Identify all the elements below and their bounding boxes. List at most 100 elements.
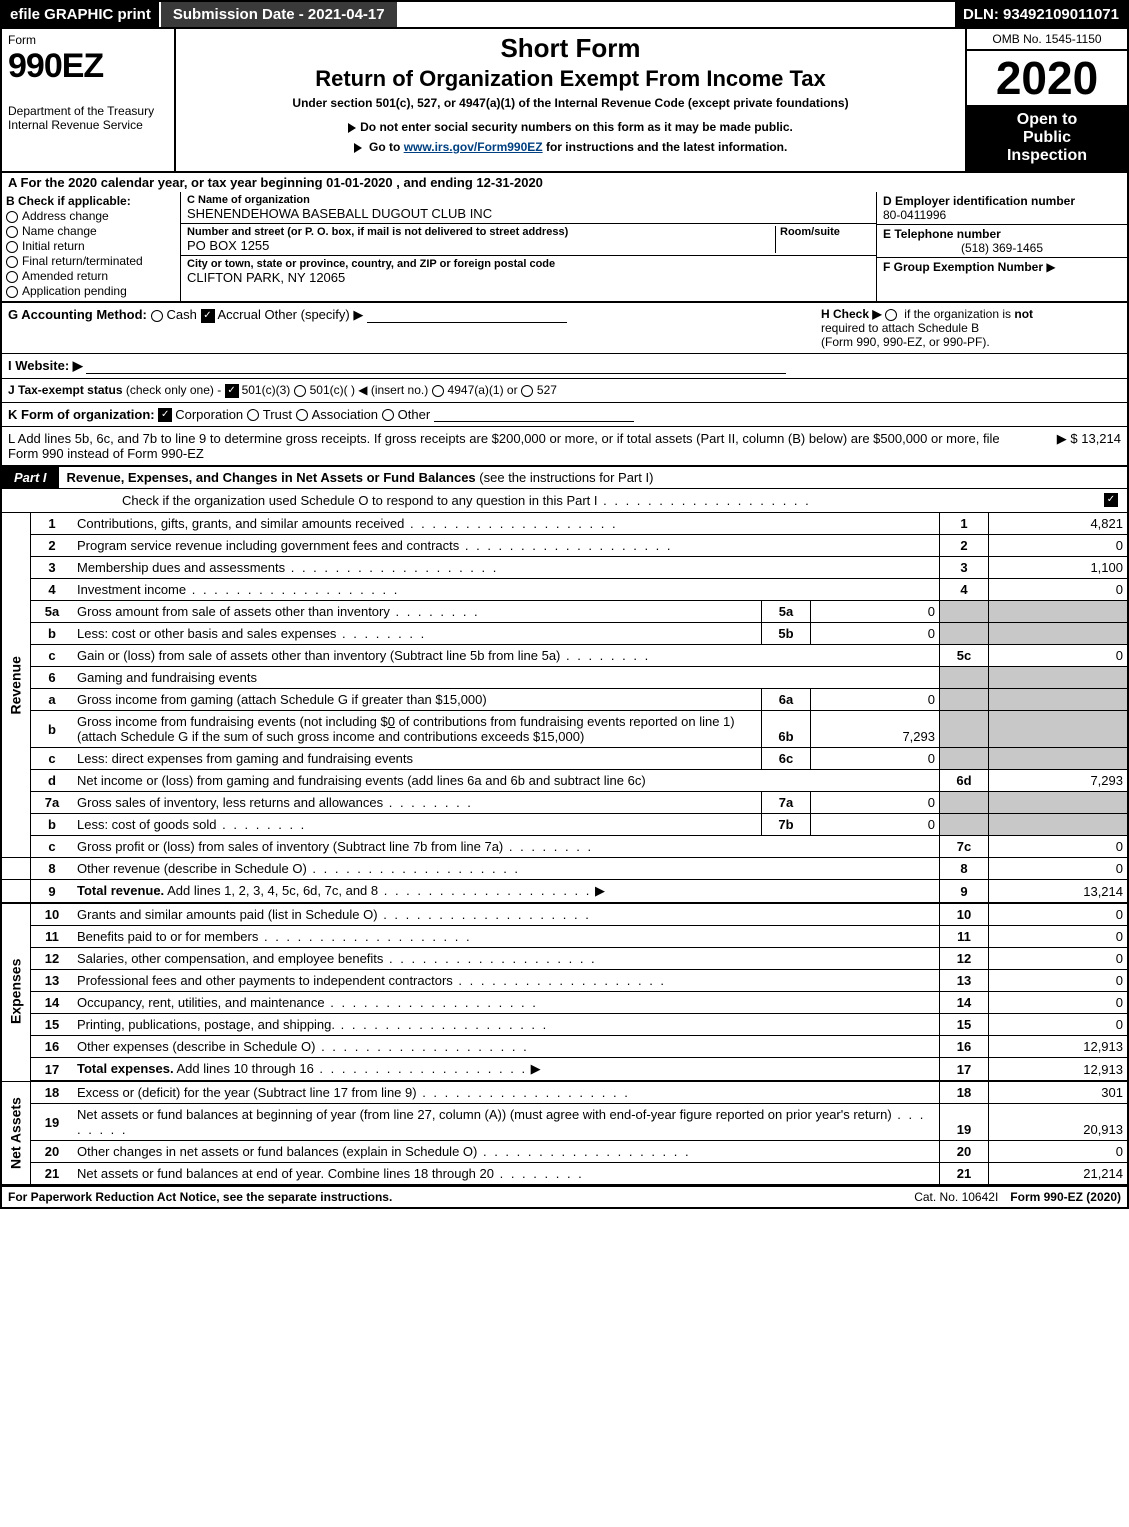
line-desc: Professional fees and other payments to … [73,970,940,992]
sub-box: 7a [762,792,811,814]
part1-check-line: Check if the organization used Schedule … [0,489,1129,513]
group-exemption-label: F Group Exemption Number [883,260,1043,274]
box-def: D Employer identification number 80-0411… [876,192,1127,301]
open-line2: Public [967,129,1127,147]
line-l: L Add lines 5b, 6c, and 7b to line 9 to … [0,427,1129,467]
501c3-checkbox[interactable]: ✓ [225,384,239,398]
line-num: 6 [31,667,74,689]
527-radio[interactable] [521,385,533,397]
shade-val [989,748,1129,770]
row-6d: d Net income or (loss) from gaming and f… [1,770,1128,792]
open-line3: Inspection [967,147,1127,165]
row-7c: c Gross profit or (loss) from sales of i… [1,836,1128,858]
info-box: B Check if applicable: Address change Na… [0,192,1129,303]
row-6b: b Gross income from fundraising events (… [1,711,1128,748]
line-j: J Tax-exempt status (check only one) - ✓… [0,379,1129,403]
line-desc: Program service revenue including govern… [73,535,940,557]
sub-box: 7b [762,814,811,836]
box-b-title: B Check if applicable: [6,194,176,208]
sub-value: 0 [811,792,940,814]
line-desc: Gross profit or (loss) from sales of inv… [73,836,940,858]
chk-amended-return[interactable]: Amended return [6,269,176,283]
irs-link[interactable]: www.irs.gov/Form990EZ [404,140,543,154]
line-num: 4 [31,579,74,601]
chk-address-change[interactable]: Address change [6,209,176,223]
cat-no: Cat. No. 10642I [908,1187,1004,1207]
line-value: 301 [989,1081,1129,1104]
h-checkbox[interactable] [885,309,897,321]
association-radio[interactable] [296,409,308,421]
501c-label: 501(c)( ) [310,383,355,397]
line-desc: Less: cost or other basis and sales expe… [73,623,762,645]
line-desc: Net assets or fund balances at beginning… [73,1104,940,1141]
phone-value: (518) 369-1465 [883,241,1121,255]
corporation-checkbox[interactable]: ✓ [158,408,172,422]
line-desc: Occupancy, rent, utilities, and maintena… [73,992,940,1014]
row-6: 6 Gaming and fundraising events [1,667,1128,689]
line-desc: Membership dues and assessments [73,557,940,579]
line-box: 5c [940,645,989,667]
sub-value: 0 [811,623,940,645]
header-left: Form 990EZ Department of the Treasury In… [2,29,176,171]
under-section: Under section 501(c), 527, or 4947(a)(1)… [184,96,957,110]
chk-initial-return[interactable]: Initial return [6,239,176,253]
sub-box: 6a [762,689,811,711]
line-desc: Net income or (loss) from gaming and fun… [73,770,940,792]
line-desc: Gross income from gaming (attach Schedul… [73,689,762,711]
row-1: Revenue 1 Contributions, gifts, grants, … [1,513,1128,535]
501c3-label: 501(c)(3) [242,383,291,397]
line-l-value: ▶ $ 13,214 [1001,431,1121,461]
line-num: 7a [31,792,74,814]
other-org-radio[interactable] [382,409,394,421]
line-num: 19 [31,1104,74,1141]
schedule-o-checkbox[interactable]: ✓ [1104,493,1118,507]
row-8: 8 Other revenue (describe in Schedule O)… [1,858,1128,880]
line-value: 0 [989,970,1129,992]
line-desc: Excess or (deficit) for the year (Subtra… [73,1081,940,1104]
triangle-icon [348,123,356,133]
header-right: OMB No. 1545-1150 2020 Open to Public In… [965,29,1127,171]
line-box: 4 [940,579,989,601]
h-text3: required to attach Schedule B [821,321,979,335]
schedule-o-check-text: Check if the organization used Schedule … [122,493,1104,508]
line-box: 14 [940,992,989,1014]
room-label: Room/suite [780,226,870,238]
4947-radio[interactable] [432,385,444,397]
line-value: 0 [989,948,1129,970]
chk-application-pending[interactable]: Application pending [6,284,176,298]
line-box: 15 [940,1014,989,1036]
line-num: 17 [31,1058,74,1082]
ssn-warning: Do not enter social security numbers on … [184,120,957,134]
other-org-line [434,407,634,422]
line-num: 3 [31,557,74,579]
phone-label: E Telephone number [883,227,1121,241]
chk-final-return[interactable]: Final return/terminated [6,254,176,268]
row-6a: a Gross income from gaming (attach Sched… [1,689,1128,711]
line-desc: Other expenses (describe in Schedule O) [73,1036,940,1058]
h-not: not [1014,307,1033,321]
line-num: 16 [31,1036,74,1058]
shade-box [940,689,989,711]
line-value: 0 [989,926,1129,948]
line-desc: Gain or (loss) from sale of assets other… [73,645,940,667]
dln-label: DLN: 93492109011071 [955,2,1127,27]
chk-name-change[interactable]: Name change [6,224,176,238]
accrual-checkbox[interactable]: ✓ [201,309,215,323]
line-box: 12 [940,948,989,970]
line-box: 2 [940,535,989,557]
other-org-label: Other [398,407,431,422]
line-num: a [31,689,74,711]
line-box: 3 [940,557,989,579]
box-c: C Name of organization SHENENDEHOWA BASE… [181,192,876,301]
cash-radio[interactable] [151,310,163,322]
sub-box: 6c [762,748,811,770]
501c-radio[interactable] [294,385,306,397]
line-a-taxyear: A For the 2020 calendar year, or tax yea… [0,173,1129,192]
h-text2: if the organization is [904,307,1011,321]
open-to-public: Open to Public Inspection [967,105,1127,171]
tax-exempt-hint: (check only one) - [126,383,221,397]
sub-box: 6b [762,711,811,748]
paperwork-notice: For Paperwork Reduction Act Notice, see … [2,1187,908,1207]
addr-value: PO BOX 1255 [187,238,775,253]
trust-radio[interactable] [247,409,259,421]
